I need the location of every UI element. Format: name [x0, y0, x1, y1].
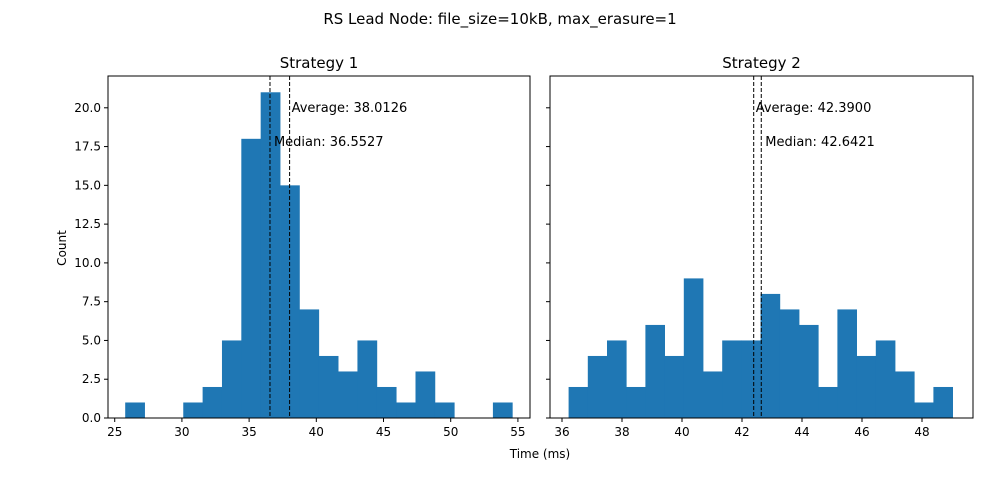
histogram-bar [664, 355, 685, 418]
histogram-bar [318, 355, 339, 418]
x-tick-label: 40 [674, 425, 689, 439]
histogram-bar [703, 371, 723, 418]
histogram-bar [125, 402, 145, 418]
axes-frame [107, 75, 531, 419]
y-tick-label: 0.0 [82, 411, 101, 425]
histogram-bar [357, 340, 378, 418]
x-tick-label: 46 [854, 425, 869, 439]
y-tick-label: 2.5 [82, 372, 101, 386]
histogram-bar [895, 371, 915, 418]
histogram-bar [626, 386, 646, 418]
strategy-2-panel: Strategy 2 36 38 40 42 44 46 48 Average: 42.3900… [546, 54, 974, 439]
y-axis-label: Count [55, 230, 69, 266]
figure-title: RS Lead Node: file_size=10kB, max_erasur… [323, 10, 676, 29]
x-tick-label: 48 [914, 425, 929, 439]
histogram-bar [338, 371, 358, 418]
y-tick-label: 5.0 [82, 333, 101, 347]
histogram-bar [760, 293, 781, 418]
x-tick-label: 30 [174, 425, 189, 439]
x-tick-label: 44 [794, 425, 809, 439]
histogram-bar [299, 309, 320, 418]
histogram-bar [722, 340, 742, 418]
histogram-bar [434, 402, 455, 418]
histogram-bar [492, 402, 513, 418]
panel-title: Strategy 1 [280, 54, 359, 72]
histogram-bar [587, 355, 608, 418]
histogram-bar [396, 402, 416, 418]
strategy-1-panel: Strategy 1 25 30 35 40 45 50 55 0.0 2.5 5.0 7.5 10.0… [74, 54, 531, 439]
histogram-bar [779, 309, 800, 418]
x-axis-label: Time (ms) [509, 447, 571, 461]
median-annotation: Median: 42.6421 [765, 135, 875, 150]
histogram-bar [818, 386, 838, 418]
x-tick-label: 42 [734, 425, 749, 439]
x-tick-label: 55 [510, 425, 525, 439]
y-tick-label: 17.5 [74, 140, 101, 154]
histogram-bar [875, 340, 896, 418]
x-tick-label: 40 [309, 425, 324, 439]
histogram-bar [683, 278, 704, 418]
y-tick-label: 15.0 [74, 178, 101, 192]
y-tick-label: 20.0 [74, 101, 101, 115]
histogram-bar [241, 138, 262, 418]
histogram-bar [202, 386, 223, 418]
histogram-bar [260, 92, 281, 419]
x-tick-label: 50 [443, 425, 458, 439]
median-annotation: Median: 36.5527 [274, 135, 384, 150]
histogram-bar [415, 371, 436, 418]
histogram-bar [799, 324, 819, 418]
x-tick-label: 38 [614, 425, 629, 439]
x-tick-label: 25 [107, 425, 122, 439]
histogram-bar [221, 340, 242, 418]
histogram-bar [837, 309, 857, 418]
histogram-bar [568, 386, 589, 418]
histogram-bar [376, 386, 397, 418]
average-annotation: Average: 38.0126 [292, 101, 408, 116]
y-tick-label: 7.5 [82, 295, 101, 309]
histogram-bar [856, 355, 877, 418]
histogram-bar [645, 324, 665, 418]
x-tick-label: 35 [241, 425, 256, 439]
y-tick-label: 10.0 [74, 256, 101, 270]
panel-title: Strategy 2 [722, 54, 801, 72]
histogram-bar [607, 340, 627, 418]
histogram-bar [933, 386, 953, 418]
x-tick-label: 36 [554, 425, 569, 439]
histogram-bar [741, 340, 761, 418]
histogram-bar [914, 402, 934, 418]
x-tick-label: 45 [376, 425, 391, 439]
axes-frame [549, 75, 974, 419]
y-tick-label: 12.5 [74, 217, 101, 231]
average-annotation: Average: 42.3900 [756, 101, 872, 116]
histogram-bar [183, 402, 204, 418]
